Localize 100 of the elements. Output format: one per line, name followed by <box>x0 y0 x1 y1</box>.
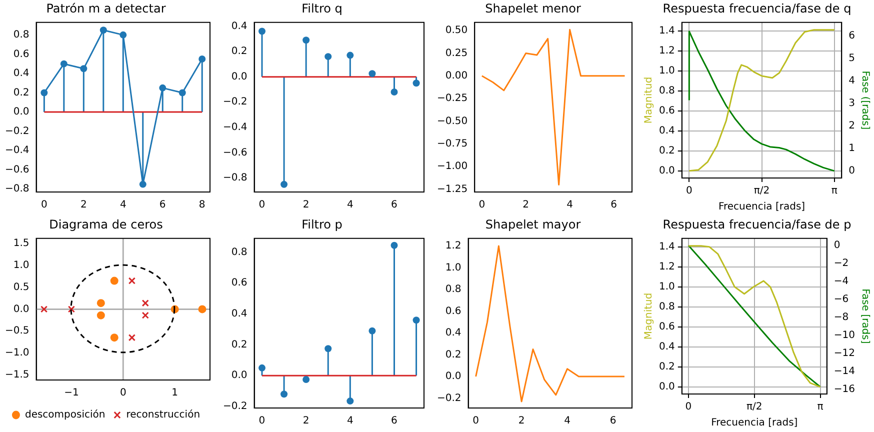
y-tick-label: −0.2 <box>4 126 30 137</box>
x-tick-label: 4 <box>120 200 126 211</box>
y-tick-label: 0.6 <box>658 105 675 116</box>
y-tick-label: 0.8 <box>13 30 30 41</box>
x-tick-label: 2 <box>522 200 530 211</box>
x-tick-label: 6 <box>391 200 398 211</box>
y-tick-label: −0.8 <box>222 172 248 184</box>
y-tick-label: 0.4 <box>231 20 248 32</box>
y-tick-label: 0.25 <box>445 48 468 59</box>
x-tick-label: 4 <box>346 200 354 211</box>
y-tick-label: −0.6 <box>222 147 248 158</box>
x-tick-label: 6 <box>391 416 398 427</box>
y2-tick-label: 6 <box>848 30 856 42</box>
y-tick-label: 0.0 <box>231 370 248 382</box>
chart-title: Respuesta frecuencia/fase de q <box>662 1 852 16</box>
y-tick-label: −0.4 <box>222 122 248 134</box>
x-tick-label: 0 <box>258 200 266 211</box>
y-tick-label: 0.4 <box>658 125 675 136</box>
y2-tick-label: −4 <box>834 276 849 288</box>
y2-tick-label: −14 <box>834 366 856 378</box>
y2-tick-label: 1 <box>848 143 856 154</box>
x-tick-label: 2 <box>302 416 310 427</box>
x-tick-label: 2 <box>80 200 87 211</box>
y-tick-label: 1.2 <box>445 240 462 252</box>
y-tick-label: 0.5 <box>13 282 30 293</box>
x-tick-label: 0 <box>686 186 692 197</box>
y-tick-label: −0.2 <box>222 96 248 108</box>
y-tick-label: 0.2 <box>658 361 675 372</box>
y-tick-label: 0.2 <box>13 87 30 98</box>
x-tick-label: 2 <box>518 416 525 427</box>
chart-title: Shapelet mayor <box>485 217 581 232</box>
y-tick-label: −0.25 <box>436 93 468 104</box>
y-tick-label: 1.2 <box>658 261 675 272</box>
y-tick-label: 0.2 <box>445 349 462 360</box>
y-tick-label: 0.2 <box>231 339 248 350</box>
y2-tick-label: 0 <box>848 166 856 177</box>
x-tick-label: 0 <box>478 200 486 211</box>
y-tick-label: 0.8 <box>658 85 675 96</box>
x-axis-title: Frecuencia [rads] <box>711 418 798 429</box>
x-tick-label: 6 <box>610 416 616 427</box>
y2-tick-label: −2 <box>834 258 849 270</box>
y-tick-label: 0.4 <box>658 341 675 352</box>
y-tick-label: 0.8 <box>658 301 675 312</box>
x-tick-label: 1 <box>172 388 178 399</box>
y-tick-label: 0.6 <box>231 278 248 289</box>
y-tick-label: 1.0 <box>658 281 675 292</box>
y2-tick-label: 5 <box>848 52 856 64</box>
y-tick-label: 0.2 <box>231 46 248 58</box>
y-tick-label: 1.0 <box>658 65 675 76</box>
y-axis-title: Magnitud <box>644 76 655 124</box>
y-tick-label: −1.00 <box>436 161 468 172</box>
y2-tick-label: 0 <box>834 240 840 252</box>
x-tick-label: 2 <box>302 200 310 211</box>
x-tick-label: 0 <box>40 200 48 211</box>
y-tick-label: 1.4 <box>658 25 675 36</box>
x-tick-label: 6 <box>610 200 617 211</box>
y-tick-label: 0.0 <box>13 304 30 315</box>
legend-label: descomposición <box>24 410 106 421</box>
y-tick-label: 0.6 <box>658 321 675 332</box>
y-tick-label: −1.0 <box>4 347 30 358</box>
y-tick-label: 0.6 <box>445 306 462 317</box>
y-tick-label: −1.5 <box>4 369 30 380</box>
y2-tick-label: 2 <box>848 120 856 132</box>
y2-tick-label: −10 <box>834 330 856 342</box>
x-tick-label: 0 <box>258 416 266 427</box>
y-tick-label: 0.0 <box>658 165 675 176</box>
y-tick-label: 0.8 <box>445 284 462 296</box>
x-axis-title: Frecuencia [rads] <box>718 202 806 213</box>
y-tick-label: 0.0 <box>445 371 462 382</box>
y-tick-label: −0.8 <box>4 184 30 195</box>
x-tick-label: 0 <box>685 402 692 413</box>
y2-tick-label: 3 <box>848 98 856 109</box>
y-tick-label: −0.6 <box>4 164 30 176</box>
x-tick-label: −1 <box>64 388 79 399</box>
y-tick-label: 0.2 <box>658 145 675 156</box>
x-tick-label: 4 <box>564 416 570 427</box>
x-tick-label: π <box>831 186 838 197</box>
y2-axis-title: Fase [rads] <box>859 288 870 344</box>
y2-tick-label: −8 <box>834 312 849 324</box>
x-tick-label: 0 <box>472 416 480 427</box>
y-tick-label: 1.0 <box>13 260 30 272</box>
x-tick-label: 8 <box>198 200 206 211</box>
x-tick-label: π/2 <box>754 186 770 197</box>
chart-title: Respuesta frecuencia/fase de p <box>662 217 852 232</box>
chart-title: Diagrama de ceros <box>49 217 163 232</box>
chart-title: Filtro p <box>302 217 342 232</box>
y-tick-label: 0.4 <box>13 68 30 80</box>
y-tick-label: −0.50 <box>436 116 468 127</box>
x-tick-label: 6 <box>159 200 166 211</box>
y-tick-label: 0.8 <box>231 246 248 258</box>
y-tick-label: 0.4 <box>445 328 462 339</box>
chart-title: Shapelet menor <box>485 1 581 16</box>
y-tick-label: 0.4 <box>231 308 248 320</box>
y-tick-label: −0.2 <box>222 401 248 412</box>
y2-tick-label: −6 <box>834 294 849 306</box>
y-tick-label: −0.5 <box>4 326 30 337</box>
y-tick-label: 1.2 <box>658 45 675 56</box>
x-tick-label: 4 <box>566 200 573 211</box>
y-tick-label: 0.6 <box>13 48 30 60</box>
y2-axis-title: Fase ([rads] <box>859 70 870 130</box>
